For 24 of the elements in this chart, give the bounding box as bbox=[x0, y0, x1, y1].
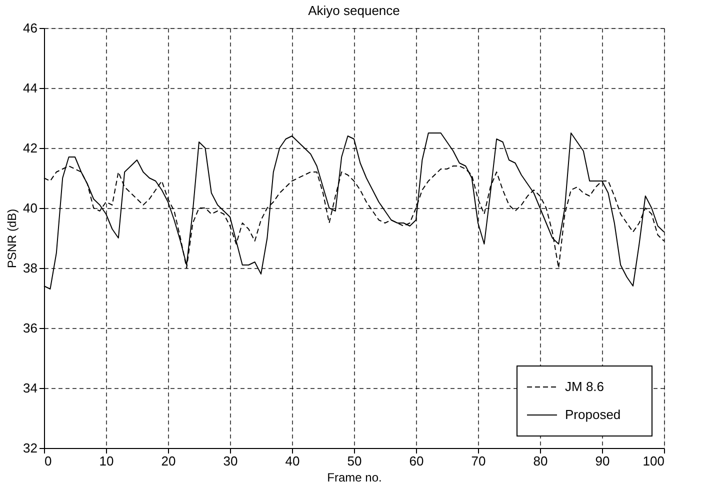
x-axis-title: Frame no. bbox=[327, 470, 382, 483]
x-tick-label: 20 bbox=[161, 454, 176, 468]
y-tick-label: 34 bbox=[23, 380, 38, 396]
x-tick-label: 60 bbox=[409, 454, 424, 468]
y-tick-label: 42 bbox=[23, 140, 38, 156]
y-tick-label: 36 bbox=[23, 320, 38, 336]
x-tick-label: 50 bbox=[347, 454, 362, 468]
x-tick-label: 30 bbox=[223, 454, 238, 468]
x-tick-label: 100 bbox=[642, 454, 664, 468]
x-tick-label: 80 bbox=[533, 454, 548, 468]
y-tick-label: 46 bbox=[23, 20, 38, 36]
y-tick-label: 38 bbox=[23, 260, 38, 276]
y-tick-label: 40 bbox=[23, 200, 38, 216]
x-tick-label: 10 bbox=[99, 454, 114, 468]
x-tick-label: 70 bbox=[471, 454, 486, 468]
y-tick-label: 44 bbox=[23, 80, 38, 96]
legend-label: Proposed bbox=[565, 407, 621, 422]
chart-title: Akiyo sequence bbox=[308, 3, 400, 18]
y-axis-title: PSNR (dB) bbox=[5, 208, 20, 268]
legend-label: JM 8.6 bbox=[565, 379, 604, 394]
x-tick-label: 0 bbox=[44, 454, 52, 468]
x-tick-label: 40 bbox=[285, 454, 300, 468]
y-tick-label: 32 bbox=[23, 440, 38, 456]
x-tick-label: 90 bbox=[595, 454, 610, 468]
